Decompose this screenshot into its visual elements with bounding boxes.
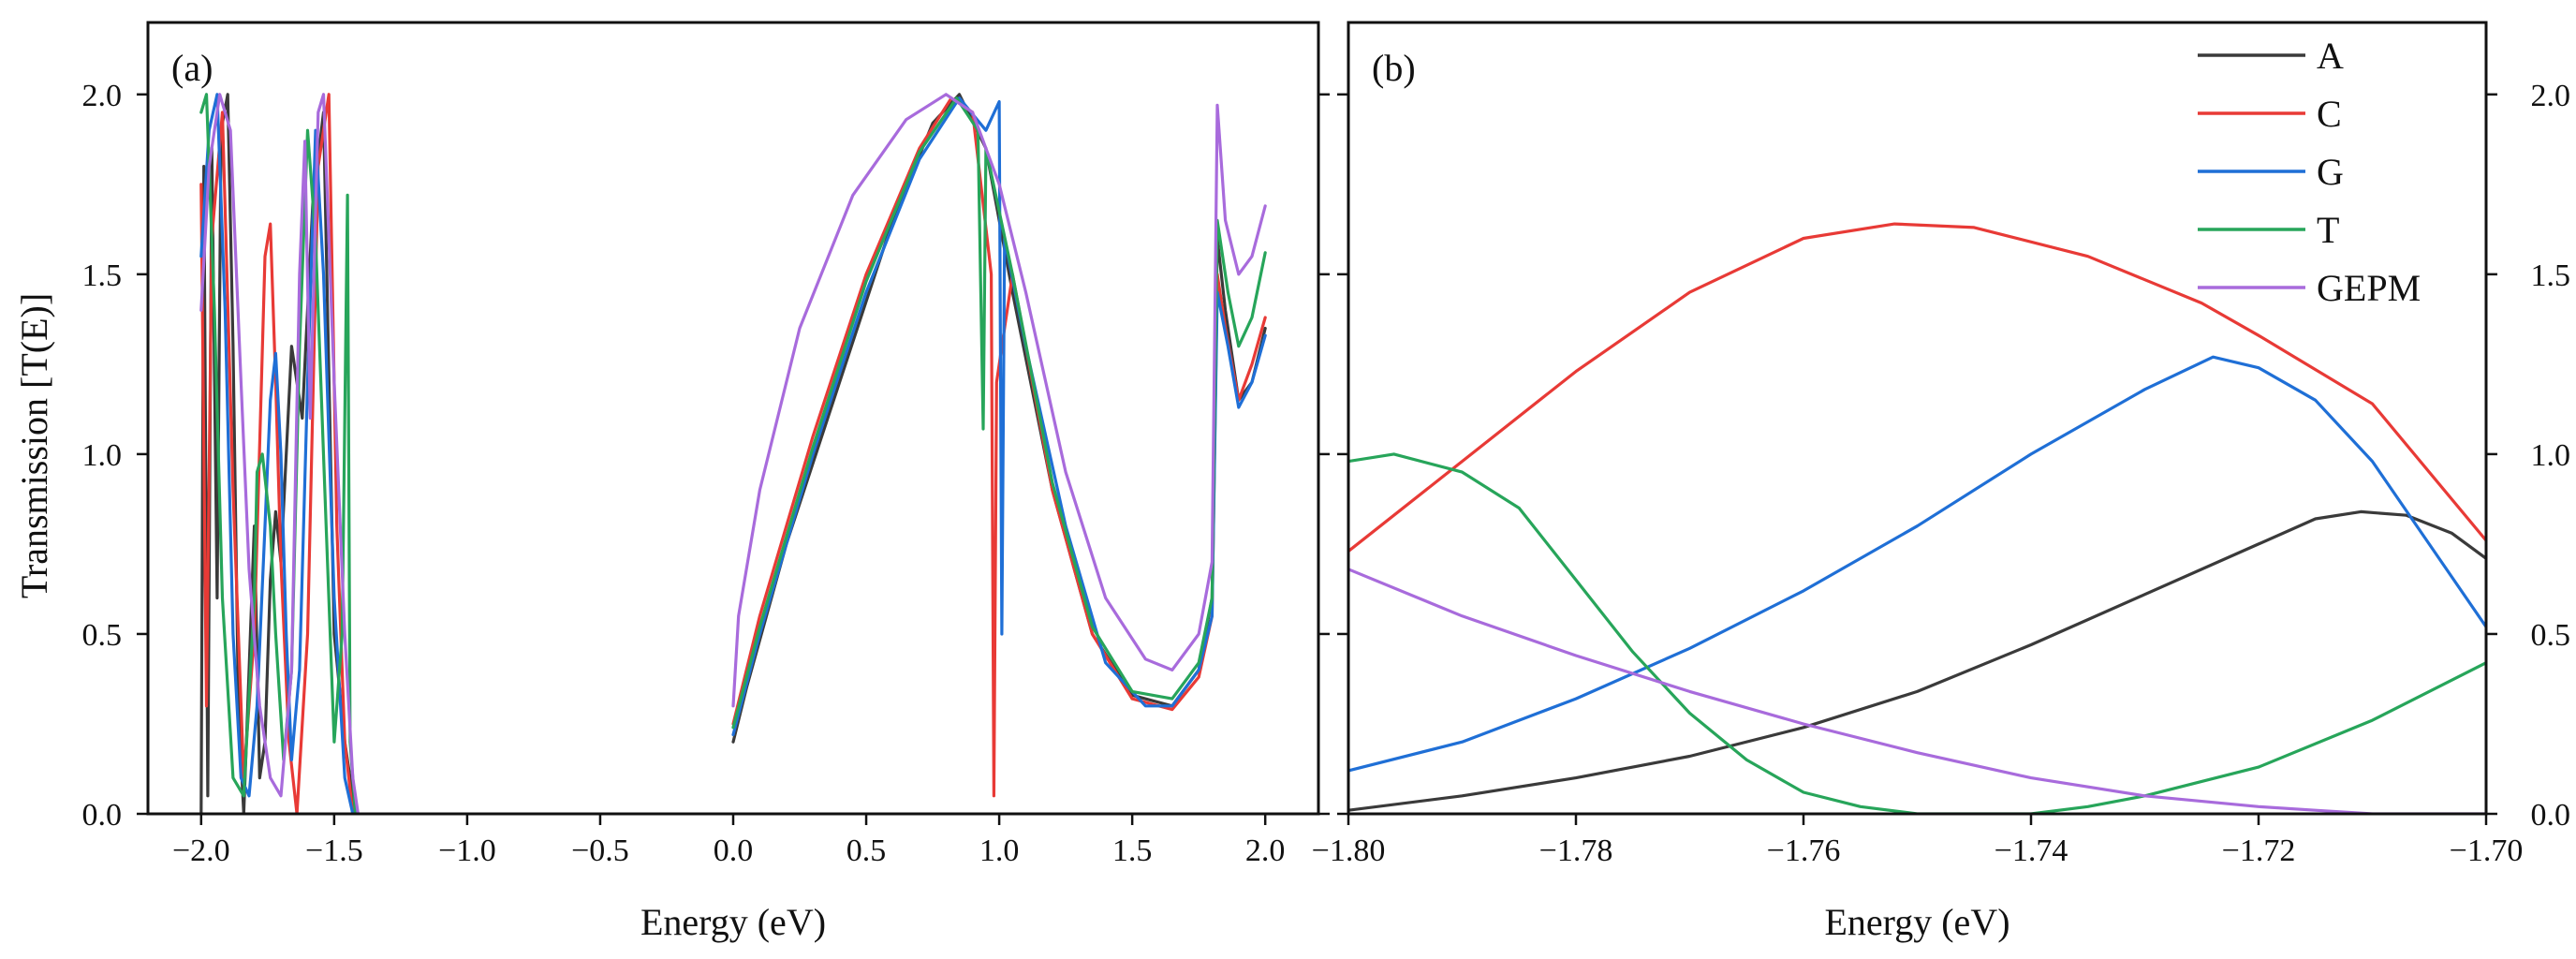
- legend-label-gepm: GEPM: [2317, 267, 2421, 309]
- x-tick-label: −1.5: [305, 834, 363, 868]
- series-line-t-0: [199, 93, 358, 814]
- series-line-t-0: [1348, 452, 2486, 814]
- panel-b: −1.80 −1.78 −1.76 −1.74 −1.72 −1.700.0 0.5 1.0 1…: [1312, 21, 2571, 943]
- x-tick-label: −1.80: [1312, 834, 1386, 868]
- y-tick-label: 1.5: [82, 258, 123, 293]
- x-tick-label: −1.78: [1539, 834, 1613, 868]
- x-tick-label: −1.76: [1767, 834, 1841, 868]
- plot-area: [1348, 222, 2486, 814]
- x-tick-label: 2.0: [1245, 834, 1286, 868]
- axes-frame: [1347, 21, 2488, 816]
- series-line-g-1: [731, 96, 1267, 737]
- y-tick-label-right: 0.0: [2531, 798, 2571, 833]
- y-tick-label-right: 2.0: [2531, 79, 2571, 113]
- series-line-g-0: [1348, 355, 2486, 773]
- series-line-g-0: [199, 93, 355, 814]
- series-line-gepm-1: [731, 93, 1267, 708]
- x-axis-title: Energy (eV): [1824, 901, 2009, 943]
- x-tick-label: 0.5: [846, 834, 887, 868]
- y-tick-label-right: 1.5: [2531, 258, 2571, 293]
- y-tick-label: 0.5: [82, 618, 123, 653]
- series-line-t-1: [731, 96, 1267, 730]
- y-tick-label-right: 1.0: [2531, 438, 2571, 473]
- plot-area: [199, 93, 1267, 814]
- x-tick-label: −2.0: [172, 834, 230, 868]
- x-tick-label: 1.0: [979, 834, 1020, 868]
- y-tick-label: 1.0: [82, 438, 123, 473]
- x-tick-label: −0.5: [571, 834, 629, 868]
- x-tick-label: 0.0: [714, 834, 754, 868]
- x-tick-label: 1.5: [1112, 834, 1153, 868]
- series-line-a-0: [1348, 509, 2486, 812]
- panel-a: −2.0 −1.5 −1.0 −0.5 0.0 0.5 1.0 1.5 2.0 0.0 0.5 1.0…: [82, 21, 1330, 943]
- legend-label-g: G: [2317, 151, 2344, 193]
- x-tick-label: −1.0: [438, 834, 496, 868]
- y-tick-label: 0.0: [82, 798, 123, 833]
- panel-label: (b): [1372, 47, 1416, 89]
- x-tick-label: −1.74: [1995, 834, 2068, 868]
- series-line-c-0: [1348, 222, 2486, 553]
- series-line-gepm-0: [199, 93, 360, 814]
- x-tick-label: −1.72: [2222, 834, 2296, 868]
- y-tick-label-right: 0.5: [2531, 618, 2571, 653]
- panel-label: (a): [171, 47, 213, 89]
- y-axis-title: Transmission [T(E)]: [13, 293, 55, 598]
- legend-label-t: T: [2317, 209, 2339, 251]
- series-line-gepm-0: [1348, 568, 2486, 814]
- x-tick-label: −1.70: [2450, 834, 2524, 868]
- y-tick-label: 2.0: [82, 79, 123, 113]
- x-axis-title: Energy (eV): [640, 901, 826, 943]
- legend-label-a: A: [2317, 35, 2344, 77]
- legend-label-c: C: [2317, 93, 2342, 135]
